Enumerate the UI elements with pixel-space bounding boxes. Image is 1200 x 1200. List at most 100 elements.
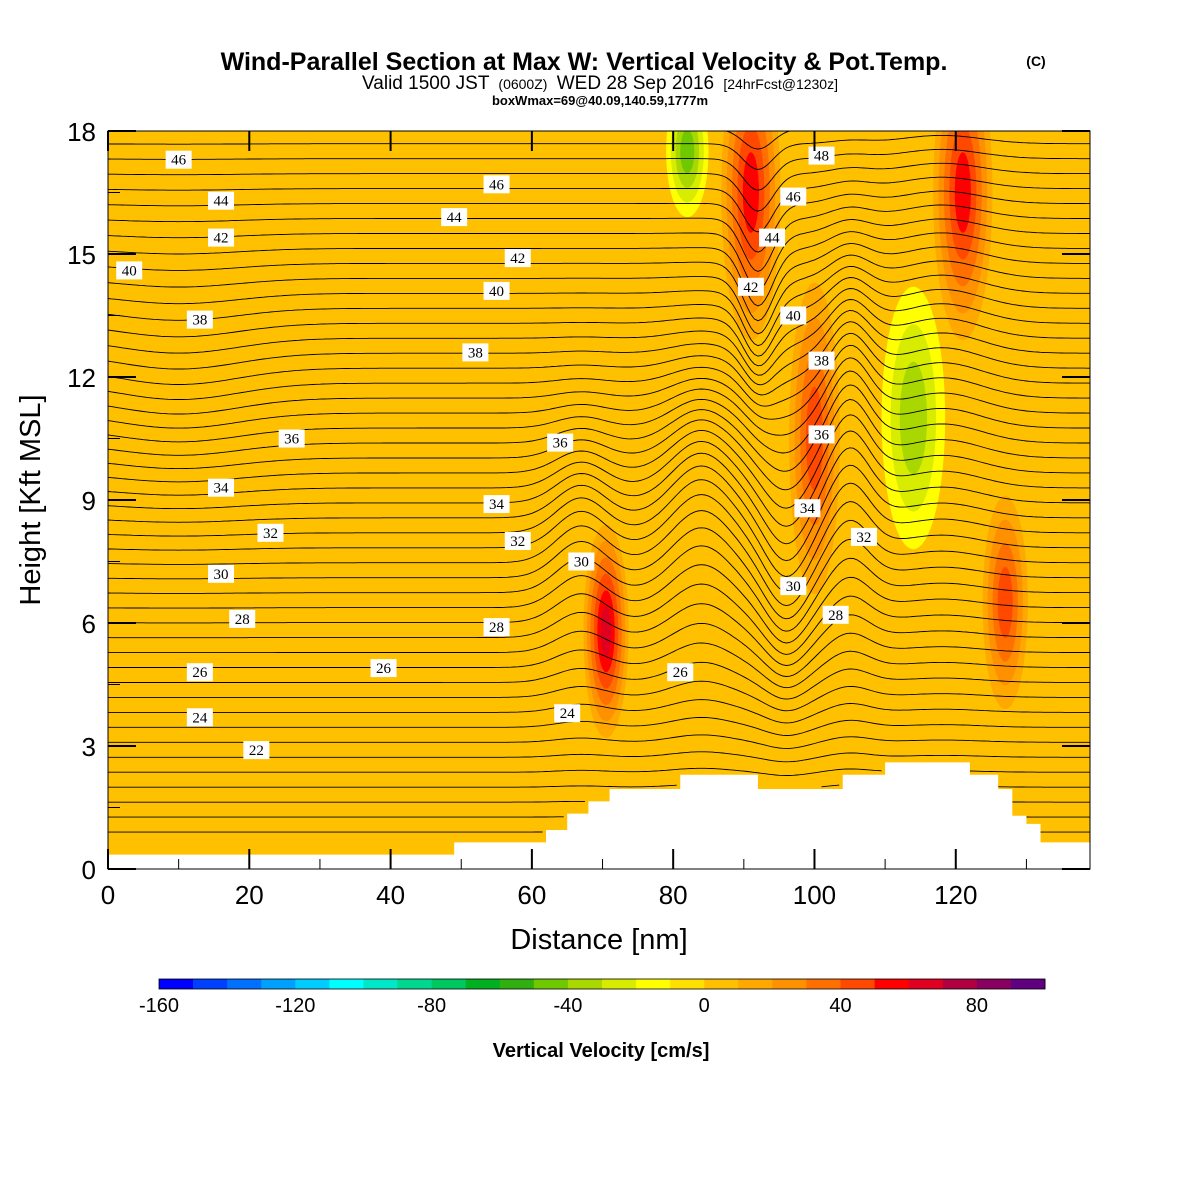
isentrope-label-box bbox=[116, 261, 143, 280]
isentrope-label-text: 30 bbox=[214, 567, 229, 583]
isentrope-label-text: 32 bbox=[510, 534, 525, 550]
isentrope-line bbox=[108, 176, 1090, 233]
isentrope-line bbox=[108, 265, 1090, 347]
colorbar-swatch bbox=[567, 979, 603, 989]
velocity-cell bbox=[982, 495, 1028, 710]
isentrope-label: 34 bbox=[794, 499, 821, 518]
isentrope-label-text: 34 bbox=[489, 497, 505, 513]
isentrope-line bbox=[108, 332, 1090, 407]
isentrope-line bbox=[108, 399, 1090, 491]
isentrope-line bbox=[108, 447, 1090, 545]
isentrope-label-box bbox=[780, 187, 807, 206]
isentrope-label: 38 bbox=[462, 343, 489, 362]
isentrope-label-box bbox=[780, 306, 807, 325]
isentrope-label: 24 bbox=[554, 704, 581, 723]
isentrope-label-text: 42 bbox=[510, 251, 525, 267]
x-tick-label: 60 bbox=[517, 880, 546, 910]
colorbar-tick-label: 0 bbox=[699, 995, 710, 1017]
isentrope-label: 40 bbox=[483, 281, 510, 300]
colorbar-tick-label: 40 bbox=[829, 995, 851, 1017]
isentrope-label-text: 30 bbox=[574, 555, 589, 571]
colorbar-swatch bbox=[431, 979, 467, 989]
isentrope-label: 30 bbox=[208, 564, 235, 583]
colorbar-swatch bbox=[363, 979, 399, 989]
isentrope-label-box bbox=[186, 310, 213, 329]
isentrope-label: 36 bbox=[808, 425, 835, 444]
y-tick-label: 18 bbox=[67, 117, 96, 147]
valid-prefix: Valid 1500 JST bbox=[362, 73, 490, 94]
colorbar-swatch bbox=[738, 979, 773, 989]
isentrope-label-text: 38 bbox=[192, 313, 207, 329]
velocity-contour-band bbox=[997, 566, 1013, 639]
isentrope-line bbox=[108, 603, 1090, 666]
isentrope-label-text: 48 bbox=[814, 149, 829, 165]
isentrope-line bbox=[108, 767, 1090, 776]
isentrope-label-text: 42 bbox=[743, 280, 758, 296]
y-tick-label: 12 bbox=[67, 363, 96, 393]
colorbar-tick-label: -80 bbox=[417, 995, 446, 1017]
isentrope-line bbox=[108, 734, 1090, 749]
y-tick-label: 0 bbox=[82, 855, 96, 885]
colorbar-tick-label: 80 bbox=[966, 995, 988, 1017]
isentrope-label-box bbox=[208, 564, 235, 583]
isentrope-label-text: 32 bbox=[856, 530, 871, 546]
colorbar-swatch bbox=[499, 979, 535, 989]
isentrope-label-text: 46 bbox=[171, 153, 187, 169]
velocity-contour-band bbox=[600, 606, 612, 656]
colorbar-swatch bbox=[295, 979, 330, 989]
colorbar-swatch bbox=[193, 979, 228, 989]
isentrope-line bbox=[108, 699, 1090, 724]
isentrope-label-box bbox=[208, 191, 235, 210]
velocity-contour-band bbox=[680, 131, 695, 174]
isentrope-label-box bbox=[794, 499, 821, 518]
isentrope-line bbox=[108, 622, 1090, 677]
colorbar-swatch bbox=[602, 979, 637, 989]
isentrope-label-box bbox=[808, 146, 835, 165]
isentrope-label-box bbox=[483, 618, 510, 637]
isentrope-label: 24 bbox=[186, 708, 213, 727]
isentrope-label: 34 bbox=[483, 495, 510, 514]
isentrope-label-text: 40 bbox=[122, 263, 137, 279]
isentrope-line bbox=[108, 299, 1090, 376]
isentrope-line bbox=[108, 218, 1090, 290]
isentrope-label: 48 bbox=[808, 146, 835, 165]
colorbar-tick-label: -120 bbox=[275, 995, 315, 1017]
colorbar-swatch bbox=[533, 979, 569, 989]
colorbar-swatch bbox=[159, 979, 194, 989]
colorbar-swatch bbox=[397, 979, 433, 989]
isentrope-line bbox=[108, 243, 1090, 322]
isentrope-label: 30 bbox=[780, 577, 807, 596]
isentrope-label-text: 28 bbox=[235, 612, 250, 628]
colorbar-swatch bbox=[227, 979, 262, 989]
isentrope-label-box bbox=[850, 527, 877, 546]
isentrope-label: 40 bbox=[780, 306, 807, 325]
isentrope-label-text: 38 bbox=[468, 345, 483, 361]
isentrope-label: 30 bbox=[568, 552, 595, 571]
isentrope-line bbox=[108, 751, 1090, 763]
isentrope-line bbox=[108, 642, 1090, 689]
isentrope-label: 44 bbox=[759, 228, 786, 247]
colorbar: -160 -120 -80 -40 0 40 80 bbox=[139, 978, 1046, 1017]
isentrope-line bbox=[108, 494, 1090, 592]
terrain-layer bbox=[108, 762, 1090, 869]
isentrope-label-text: 38 bbox=[814, 354, 829, 370]
isentrope-label-box bbox=[208, 228, 235, 247]
isentrope-label: 26 bbox=[667, 663, 694, 682]
isentrope-labels: 46 46 48 44 44 46 42 42 44 40 40 42 38 38 40 38 36 36 36 34… bbox=[116, 146, 877, 760]
isentrope-label-text: 24 bbox=[560, 706, 576, 722]
isentrope-label: 26 bbox=[370, 659, 397, 678]
velocity-contour-band bbox=[899, 361, 928, 475]
isentrope-line bbox=[108, 717, 1090, 736]
colorbar-swatch bbox=[704, 979, 739, 989]
isentrope-label-box bbox=[483, 175, 510, 194]
isentrope-label-box bbox=[257, 523, 284, 542]
isentrope-line bbox=[108, 310, 1090, 386]
isentrope-line bbox=[108, 545, 1090, 632]
colorbar-frame bbox=[158, 978, 1046, 990]
box-info: boxWmax=69@40.09,140.59,1777m bbox=[492, 93, 708, 108]
isentrope-line bbox=[108, 800, 1090, 803]
colorbar-swatch bbox=[908, 979, 944, 989]
isentrope-label-text: 44 bbox=[447, 210, 463, 226]
velocity-cell bbox=[881, 286, 946, 550]
colorbar-swatch bbox=[1010, 979, 1046, 989]
